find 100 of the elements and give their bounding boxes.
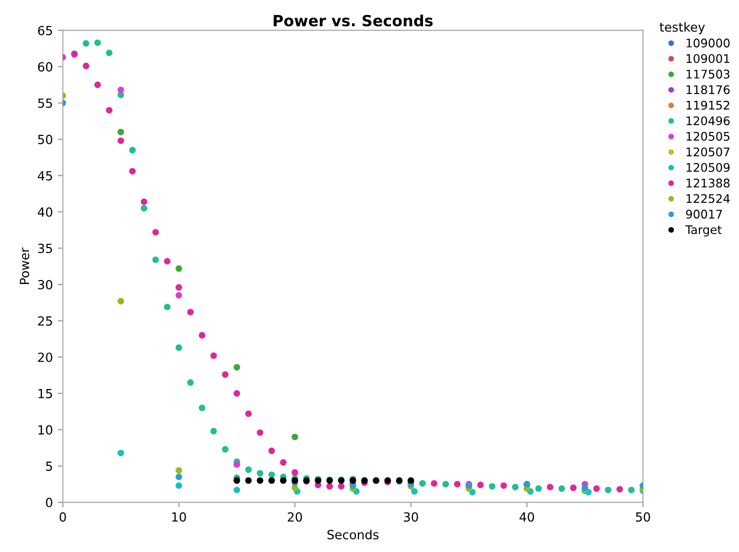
- point: [411, 488, 418, 495]
- legend-label: 120509: [686, 163, 730, 172]
- point: [245, 466, 252, 473]
- point: [210, 428, 217, 434]
- legend-label: Target: [685, 225, 722, 236]
- point: [546, 484, 554, 490]
- point: [176, 344, 182, 351]
- point: [176, 284, 182, 291]
- y-tick-label: 15: [38, 389, 52, 398]
- point: [256, 470, 264, 477]
- x-tick-label: 50: [636, 512, 650, 522]
- point: [454, 480, 461, 488]
- point: [210, 352, 217, 359]
- point: [256, 429, 264, 436]
- point: [176, 292, 182, 299]
- point: [176, 467, 182, 474]
- point: [222, 446, 229, 453]
- y-tick-label: 55: [38, 98, 52, 108]
- point: [570, 484, 577, 492]
- legend-label: 120507: [686, 147, 730, 156]
- point: [176, 265, 182, 272]
- legend-label: 120505: [686, 132, 730, 141]
- y-tick-label: 40: [38, 207, 52, 217]
- point: [234, 364, 240, 371]
- point: [118, 137, 124, 144]
- point: [118, 450, 124, 456]
- point: [176, 482, 182, 489]
- point: [280, 477, 287, 484]
- x-axis-title: Seconds: [327, 530, 379, 540]
- point: [245, 477, 252, 484]
- point: [245, 410, 252, 417]
- point: [82, 40, 90, 47]
- point: [628, 486, 635, 494]
- legend-label: 117503: [686, 70, 730, 79]
- y-tick-label: 65: [38, 26, 52, 36]
- point: [268, 477, 275, 484]
- legend-label: 120496: [686, 116, 730, 126]
- y-tick-label: 0: [46, 498, 52, 508]
- point: [164, 304, 170, 310]
- point: [129, 168, 136, 174]
- point: [198, 404, 206, 412]
- point: [430, 480, 438, 487]
- y-tick-label: 50: [38, 134, 52, 144]
- point: [256, 477, 264, 484]
- legend-title: testkey: [660, 22, 705, 34]
- y-tick-label: 20: [38, 352, 52, 362]
- y-tick-label: 60: [38, 62, 52, 72]
- point: [94, 39, 101, 46]
- y-tick-label: 25: [38, 316, 52, 326]
- x-tick-label: 40: [520, 512, 534, 522]
- legend-label: 109001: [686, 54, 730, 64]
- point: [616, 486, 623, 493]
- point: [268, 448, 275, 454]
- point: [268, 471, 275, 478]
- point: [419, 480, 426, 487]
- point: [106, 50, 112, 56]
- point: [129, 146, 136, 154]
- point: [176, 474, 182, 480]
- point: [164, 258, 170, 265]
- point: [512, 484, 519, 490]
- y-tick-label: 35: [38, 244, 52, 254]
- point: [152, 256, 159, 264]
- point: [535, 485, 542, 492]
- point: [234, 390, 240, 397]
- point: [94, 82, 101, 88]
- point: [118, 128, 124, 136]
- point: [82, 62, 90, 70]
- point: [234, 486, 240, 494]
- x-tick-label: 10: [172, 512, 186, 522]
- point: [604, 486, 612, 494]
- point: [140, 204, 148, 212]
- point: [140, 198, 148, 205]
- point: [198, 332, 206, 339]
- point: [187, 308, 194, 316]
- x-tick-label: 20: [288, 512, 302, 522]
- point: [338, 483, 345, 490]
- y-tick-label: 5: [46, 462, 52, 471]
- point: [500, 482, 507, 489]
- point: [106, 106, 112, 114]
- y-tick-label: 30: [38, 280, 52, 290]
- point: [118, 298, 124, 304]
- point: [442, 480, 449, 488]
- legend-label: 109000: [686, 38, 730, 48]
- point: [118, 86, 124, 94]
- point: [280, 459, 287, 466]
- point: [152, 228, 159, 236]
- point: [222, 371, 229, 378]
- point: [477, 482, 484, 488]
- legend-label: 122524: [686, 194, 730, 204]
- y-axis-title: Power: [20, 247, 30, 284]
- y-tick-label: 45: [38, 171, 52, 181]
- chart-title: Power vs. Seconds: [274, 14, 433, 26]
- x-tick-label: 30: [404, 512, 418, 522]
- legend-label: 121388: [686, 178, 730, 188]
- point: [292, 434, 298, 440]
- legend-label: 118176: [686, 85, 730, 94]
- legend-label: 119152: [686, 100, 730, 110]
- point: [558, 485, 565, 492]
- point: [326, 483, 333, 490]
- point: [234, 461, 240, 468]
